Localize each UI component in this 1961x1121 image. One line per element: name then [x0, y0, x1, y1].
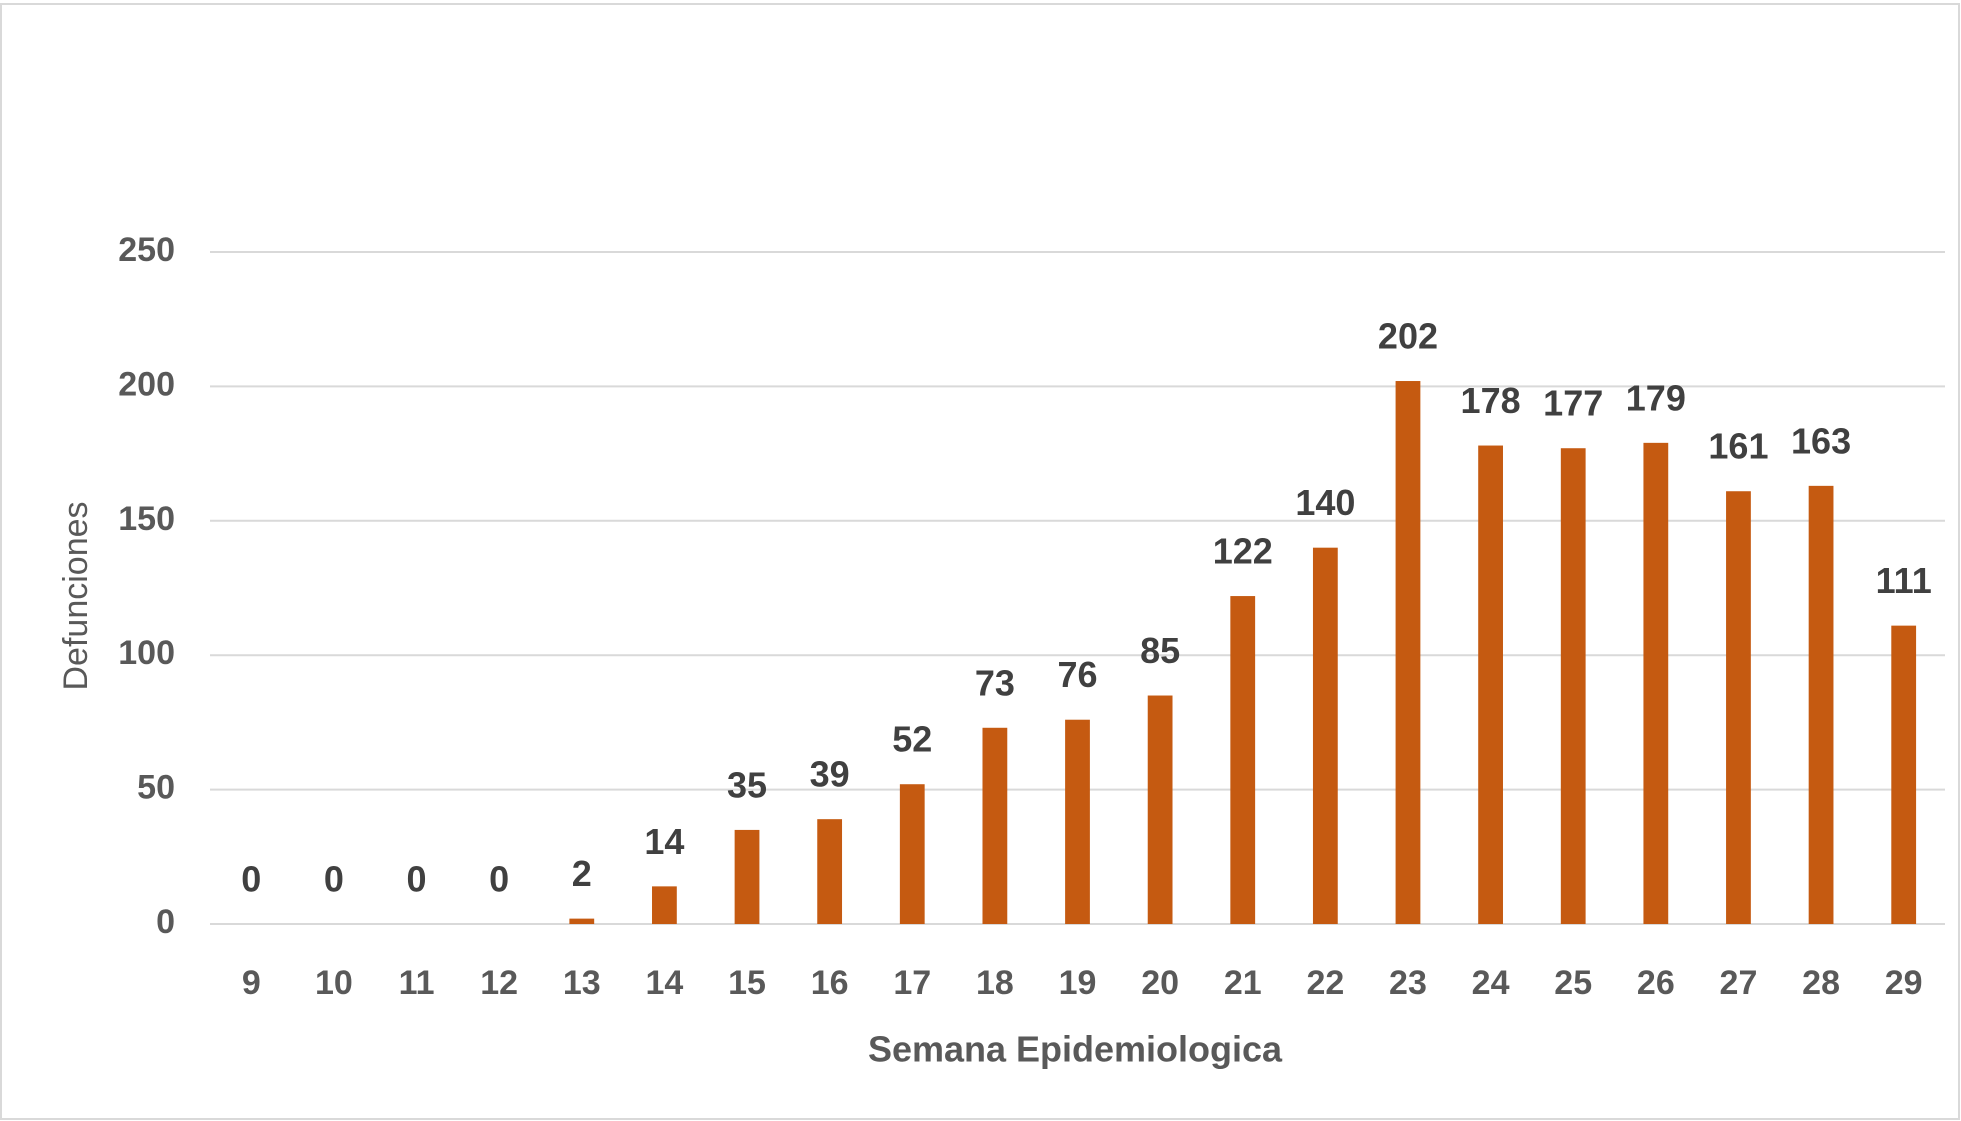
- bar: [734, 829, 760, 924]
- data-label: 111: [1876, 560, 1932, 601]
- data-label: 52: [892, 719, 932, 760]
- x-tick-label: 24: [1472, 964, 1510, 1002]
- data-label: 0: [324, 859, 344, 900]
- bar: [1147, 695, 1173, 924]
- bar: [817, 819, 843, 924]
- bar: [1395, 381, 1421, 924]
- data-label: 0: [407, 859, 427, 900]
- data-label: 163: [1791, 420, 1851, 461]
- bar: [1726, 491, 1751, 924]
- x-tick-label: 28: [1802, 964, 1840, 1002]
- bar: [899, 784, 925, 924]
- data-label: 85: [1140, 630, 1180, 671]
- x-tick-label: 15: [728, 964, 766, 1002]
- y-tick-label: 150: [118, 500, 175, 538]
- data-label: 0: [241, 859, 261, 900]
- bar: [1230, 596, 1256, 924]
- y-tick-label: 250: [118, 231, 175, 269]
- bar: [1560, 448, 1586, 924]
- x-tick-label: 11: [399, 964, 435, 1002]
- x-tick-label: 27: [1720, 964, 1758, 1002]
- bar: [1478, 445, 1503, 924]
- bar: [652, 886, 677, 924]
- x-tick-label: 13: [563, 964, 601, 1002]
- x-tick-label: 23: [1389, 964, 1427, 1002]
- data-label: 177: [1543, 383, 1603, 424]
- data-label: 179: [1626, 377, 1686, 418]
- x-tick-label: 22: [1306, 964, 1344, 1002]
- x-tick-label: 10: [315, 964, 353, 1002]
- y-tick-label: 0: [156, 903, 175, 941]
- bar: [1065, 719, 1090, 924]
- x-tick-label: 18: [976, 964, 1014, 1002]
- data-label: 0: [489, 859, 509, 900]
- x-tick-label: 14: [645, 964, 683, 1002]
- x-tick-label: 29: [1885, 964, 1923, 1002]
- y-axis-label: Defunciones: [57, 501, 95, 690]
- bar: [1891, 625, 1917, 924]
- data-label: 140: [1295, 482, 1355, 523]
- data-label: 122: [1213, 531, 1273, 572]
- x-tick-label: 19: [1059, 964, 1097, 1002]
- data-label: 161: [1708, 426, 1768, 467]
- data-label: 2: [572, 853, 592, 894]
- bar: [1808, 485, 1834, 924]
- data-label: 35: [727, 764, 767, 805]
- bar: [1643, 442, 1669, 924]
- bar: [569, 918, 595, 924]
- bar: [982, 727, 1008, 924]
- x-tick-label: 26: [1637, 964, 1675, 1002]
- x-tick-label: 17: [893, 964, 931, 1002]
- data-label: 178: [1461, 380, 1521, 421]
- y-tick-label: 50: [137, 769, 175, 807]
- x-tick-label: 21: [1224, 964, 1262, 1002]
- x-tick-label: 25: [1554, 964, 1592, 1002]
- data-label: 39: [810, 754, 850, 795]
- chart-frame: [0, 3, 1960, 1120]
- bar: [1312, 547, 1338, 924]
- y-tick-label: 200: [118, 365, 175, 403]
- data-label: 14: [644, 821, 684, 862]
- y-tick-label: 100: [118, 634, 175, 672]
- x-axis-label: Semana Epidemiologica: [868, 1029, 1283, 1070]
- data-label: 73: [975, 662, 1015, 703]
- x-tick-label: 20: [1141, 964, 1179, 1002]
- data-label: 202: [1378, 316, 1438, 357]
- x-tick-label: 16: [811, 964, 849, 1002]
- data-label: 76: [1057, 654, 1097, 695]
- x-tick-label: 9: [242, 964, 261, 1002]
- x-tick-label: 12: [480, 964, 518, 1002]
